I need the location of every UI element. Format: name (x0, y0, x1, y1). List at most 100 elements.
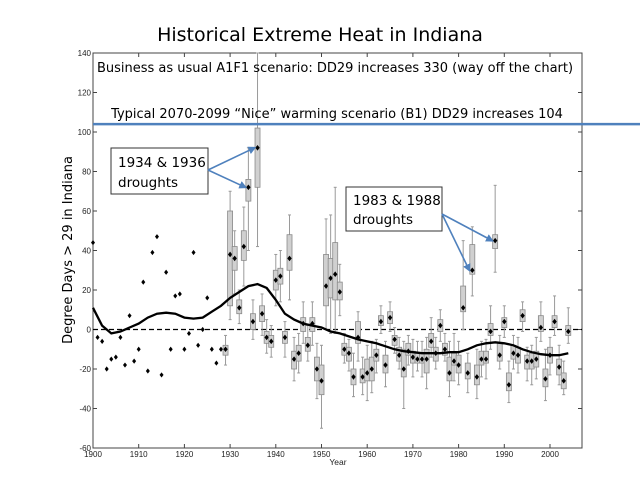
y-tick-label: -40 (79, 405, 91, 414)
median-marker (246, 184, 251, 191)
y-axis: -60 -40 -20 0 20 40 60 80 100 120 140 (78, 49, 582, 453)
data-point (154, 234, 159, 240)
median-marker (511, 350, 516, 356)
box-iqr (496, 342, 503, 362)
box-plot (533, 336, 540, 380)
box-plot (492, 184, 499, 273)
data-point (200, 326, 205, 333)
data-point (214, 360, 219, 366)
median-marker (351, 374, 356, 380)
median-marker (278, 273, 283, 279)
box-iqr (355, 321, 361, 344)
y-tick-label: 120 (78, 89, 92, 98)
median-marker (442, 346, 448, 353)
box-plot (268, 325, 275, 358)
y-tick-label: -60 (79, 444, 91, 453)
median-marker (383, 362, 388, 368)
box-plot (505, 360, 512, 404)
x-tick-label: 1950 (313, 450, 331, 459)
data-point (141, 279, 146, 285)
x-tick-label: 1980 (450, 450, 468, 459)
y-tick-label: 140 (78, 49, 92, 58)
data-point (91, 240, 95, 246)
median-marker (524, 358, 530, 364)
annotation-1930s-droughts: 1934 & 1936 droughts (110, 146, 257, 195)
box-plot (364, 344, 371, 402)
data-point (122, 362, 127, 368)
median-marker (483, 356, 489, 362)
y-axis-label: Degree Days > 29 in Indiana (61, 156, 76, 344)
median-marker (282, 334, 288, 341)
median-marker (447, 370, 452, 376)
box-iqr (286, 234, 293, 271)
box-plot (263, 319, 270, 354)
box-plots (222, 52, 572, 429)
box-plot (537, 301, 544, 342)
median-marker (374, 352, 379, 358)
box-plot (524, 346, 531, 382)
data-point (191, 249, 196, 256)
box-plot (346, 338, 352, 372)
median-marker (227, 251, 233, 258)
median-marker (566, 328, 571, 335)
data-point (186, 330, 191, 337)
box-plot (318, 344, 325, 429)
box-plot (254, 52, 261, 248)
annotation-line-2: droughts (118, 175, 178, 191)
data-point (159, 372, 164, 378)
data-point (164, 269, 169, 275)
median-marker (520, 312, 525, 319)
median-marker (479, 356, 484, 362)
median-marker (323, 283, 329, 289)
median-marker (314, 366, 320, 372)
median-marker (556, 364, 562, 370)
data-point (100, 338, 105, 344)
box-plot (487, 305, 494, 350)
median-marker (333, 271, 338, 277)
median-marker (415, 356, 420, 362)
y-tick-label: 20 (82, 286, 91, 295)
box-plot (483, 338, 489, 380)
median-marker (250, 318, 256, 325)
data-point (173, 293, 178, 299)
box-plot (259, 293, 265, 336)
median-marker (223, 346, 228, 353)
median-marker (424, 356, 429, 362)
median-marker (401, 366, 406, 372)
box-plot (551, 295, 558, 336)
data-point (177, 291, 182, 297)
median-marker (552, 318, 557, 325)
x-tick-label: 1900 (84, 450, 102, 459)
box-iqr (254, 127, 261, 188)
chart-title: Historical Extreme Heat in Indiana (157, 24, 483, 46)
box-plot (423, 336, 430, 390)
box-plot (378, 305, 384, 334)
median-marker (259, 310, 265, 317)
box-plot (382, 340, 389, 388)
box-plot (277, 250, 284, 303)
box-iqr (446, 356, 453, 382)
box-plot (323, 218, 329, 330)
median-marker (538, 324, 544, 331)
median-marker (470, 267, 475, 274)
box-plot (501, 305, 508, 338)
median-marker (502, 318, 507, 325)
box-plot (464, 352, 471, 394)
y-tick-label: 0 (87, 326, 92, 335)
median-marker (319, 378, 324, 384)
data-point (95, 334, 100, 340)
data-point (104, 366, 109, 372)
median-marker (369, 366, 374, 372)
arrow (441, 213, 494, 242)
median-marker (291, 356, 297, 362)
x-tick-label: 1960 (358, 450, 376, 459)
median-marker (296, 350, 301, 356)
median-marker (543, 376, 548, 382)
box-plot (460, 240, 467, 330)
data-point (168, 346, 173, 352)
box-plot (282, 321, 288, 358)
box-plot (446, 340, 453, 398)
median-marker (387, 314, 393, 321)
arrow (207, 146, 257, 171)
